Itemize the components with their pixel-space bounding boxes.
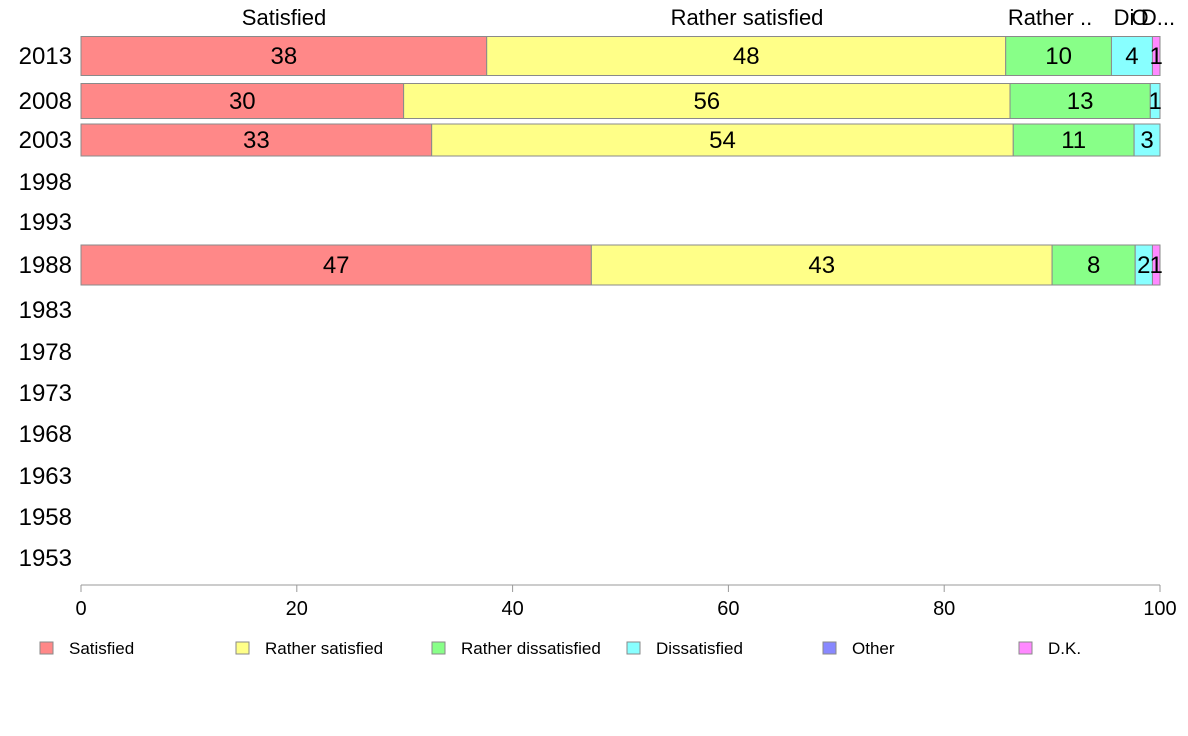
year-label: 2003 <box>19 127 72 154</box>
year-label: 1973 <box>19 380 72 407</box>
bar-value-label: 1 <box>1150 43 1163 70</box>
column-header: Satisfied <box>242 5 326 30</box>
x-tick-label: 40 <box>501 598 523 620</box>
bar-segment <box>1151 36 1161 76</box>
year-label: 1988 <box>19 252 72 279</box>
bar-value-label: 8 <box>1087 252 1100 279</box>
bar-value-label: 13 <box>1067 88 1094 115</box>
bar-segment <box>1133 123 1161 157</box>
legend-label: Dissatisfied <box>656 639 743 658</box>
legend-swatch <box>235 641 250 655</box>
bar-segment <box>403 83 1011 119</box>
year-label: 1958 <box>19 504 72 531</box>
legend-swatch <box>431 641 446 655</box>
bar-value-label: 38 <box>271 43 298 70</box>
bar-value-label: 4 <box>1125 43 1138 70</box>
legend-label: Satisfied <box>69 639 134 658</box>
year-labels: 2013 2008 2003 1998 1993 1988 1983 1978 1973 1968… <box>19 43 72 572</box>
column-header: Rather .. <box>1008 5 1092 30</box>
bar-segment <box>1009 83 1151 119</box>
legend: Satisfied Rather satisfied Rather dissatis… <box>39 639 1081 658</box>
bar-value-label: 56 <box>693 88 720 115</box>
bar-segment <box>80 244 592 286</box>
bars: 38 48 10 4 130 56 13 133 54 11 347 43 8 2 1 <box>80 36 1163 286</box>
column-header: D... <box>1141 5 1175 30</box>
year-label: 1963 <box>19 463 72 490</box>
legend-label: Rather dissatisfied <box>461 639 601 658</box>
legend-label: D.K. <box>1048 639 1081 658</box>
legend-swatch <box>1018 641 1033 655</box>
bar-value-label: 1 <box>1150 252 1163 279</box>
bar-value-label: 2 <box>1137 252 1150 279</box>
year-label: 2008 <box>19 88 72 115</box>
x-tick-label: 60 <box>717 598 739 620</box>
bar-segment <box>80 83 405 119</box>
bar-segment <box>80 36 488 76</box>
bar-value-label: 10 <box>1045 43 1072 70</box>
year-label: 1978 <box>19 339 72 366</box>
bar-segment <box>1149 83 1161 119</box>
legend-label: Other <box>852 639 895 658</box>
bar-segment <box>1005 36 1112 76</box>
column-header: Rather satisfied <box>671 5 824 30</box>
column-header: Di <box>1114 5 1135 30</box>
column-headers: Satisfied Rather satisfied Rather .. DiOD..… <box>242 5 1175 30</box>
legend-swatch <box>39 641 54 655</box>
bar-segment <box>590 244 1053 286</box>
year-label: 1993 <box>19 209 72 236</box>
year-label: 1998 <box>19 169 72 196</box>
legend-label: Rather satisfied <box>265 639 383 658</box>
bar-value-label: 33 <box>243 127 270 154</box>
bar-segment <box>1012 123 1135 157</box>
year-label: 1968 <box>19 421 72 448</box>
year-label: 1953 <box>19 545 72 572</box>
x-tick-label: 100 <box>1143 598 1176 620</box>
legend-swatch <box>822 641 837 655</box>
year-label: 1983 <box>19 297 72 324</box>
x-tick-label: 0 <box>75 598 86 620</box>
bar-segment <box>1151 244 1161 286</box>
column-header: O <box>1131 5 1148 30</box>
legend-swatch <box>626 641 641 655</box>
bar-value-label: 54 <box>709 127 736 154</box>
bar-value-label: 1 <box>1148 88 1161 115</box>
bar-value-label: 3 <box>1140 127 1153 154</box>
bar-value-label: 47 <box>323 252 350 279</box>
x-tick-label: 80 <box>933 598 955 620</box>
bar-value-label: 30 <box>229 88 256 115</box>
bar-segment <box>1110 36 1153 76</box>
bar-segment <box>1051 244 1136 286</box>
year-label: 2013 <box>19 43 72 70</box>
bar-value-label: 48 <box>733 43 760 70</box>
x-axis: 0 20 40 60 80 100 <box>75 584 1177 620</box>
bar-segment <box>80 123 433 157</box>
x-tick-label: 20 <box>286 598 308 620</box>
bar-value-label: 11 <box>1061 127 1086 154</box>
bar-value-label: 43 <box>808 252 835 279</box>
